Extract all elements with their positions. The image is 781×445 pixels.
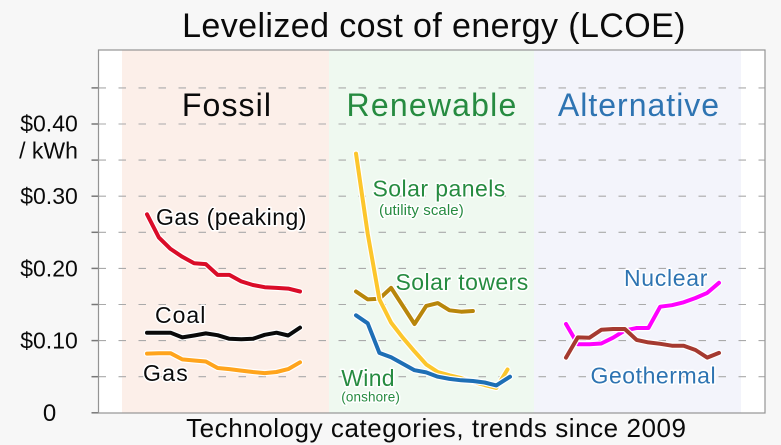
svg-text:Solar panels: Solar panels [373, 176, 506, 202]
svg-text:$0.20: $0.20 [20, 255, 78, 281]
svg-text:Coal: Coal [155, 302, 206, 328]
svg-text:Solar towers: Solar towers [396, 269, 529, 295]
svg-text:$0.30: $0.30 [20, 183, 78, 209]
svg-text:Geothermal: Geothermal [591, 363, 717, 389]
svg-text:/ kWh: / kWh [19, 138, 78, 164]
svg-text:0: 0 [43, 400, 56, 427]
svg-text:Fossil: Fossil [182, 87, 272, 123]
svg-text:Wind: Wind [341, 365, 395, 391]
svg-text:$0.40: $0.40 [20, 111, 78, 137]
svg-text:(utility scale): (utility scale) [379, 202, 464, 219]
svg-text:Alternative: Alternative [558, 87, 720, 123]
svg-text:Nuclear: Nuclear [624, 265, 708, 291]
svg-text:Gas (peaking): Gas (peaking) [156, 204, 307, 230]
svg-text:Gas: Gas [143, 360, 189, 386]
svg-text:(onshore): (onshore) [341, 390, 400, 405]
svg-text:Renewable: Renewable [347, 87, 518, 123]
svg-text:Levelized cost of energy (LCOE: Levelized cost of energy (LCOE) [182, 7, 686, 45]
svg-text:$0.10: $0.10 [20, 328, 78, 354]
svg-text:Technology categories, trends: Technology categories, trends since 2009 [186, 413, 686, 443]
